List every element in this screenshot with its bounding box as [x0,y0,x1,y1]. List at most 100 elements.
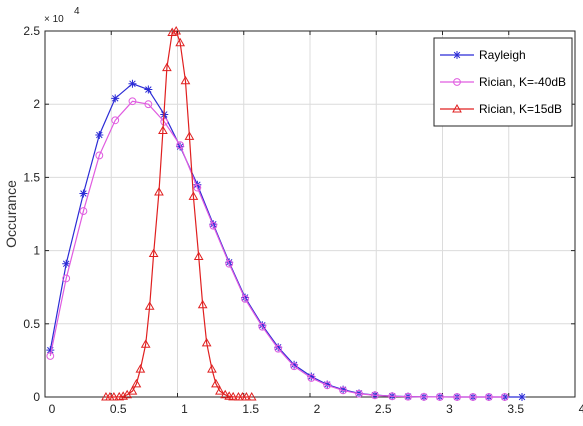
data-point [355,389,363,398]
y-tick-label: 1 [33,244,40,258]
data-point [79,207,88,215]
series-3 [101,25,257,401]
data-point [167,27,178,36]
legend-marker [453,78,461,86]
data-point [258,321,267,330]
y-exponent-power: 4 [74,6,80,17]
legend-marker [452,103,462,113]
data-point [95,151,104,160]
x-tick-label: 2.5 [375,402,392,416]
data-point [290,362,299,371]
data-point [135,364,146,373]
data-point [62,259,71,268]
x-tick-label: 0.5 [110,402,127,416]
data-point [127,386,138,395]
data-point [154,187,164,196]
data-point [225,259,234,268]
data-point [241,293,250,302]
legend-entry: Rayleigh [440,48,526,62]
data-point [228,391,239,401]
series-2 [46,97,509,401]
data-point [500,393,509,401]
data-point [323,381,332,390]
data-point [241,391,252,401]
data-point [131,378,142,388]
data-point [290,360,299,369]
data-point [388,392,397,401]
data-point [193,251,204,260]
data-point [128,79,137,88]
data-point [339,385,348,394]
data-point [46,346,55,355]
data-point [162,62,172,72]
data-point [274,344,283,353]
data-point [307,372,316,381]
data-point [46,352,55,360]
data-point [176,141,185,150]
legend-label: Rayleigh [479,48,526,62]
data-point [197,299,208,309]
data-point [79,189,88,198]
data-point [188,191,199,200]
data-point [118,391,129,400]
legend: Rayleigh Rician, K=-40dB Rician, K=15dB [433,37,573,127]
y-tick-label: 2 [33,97,40,111]
data-point [258,322,267,331]
data-point [274,343,283,352]
data-point [175,37,186,47]
data-point [323,380,332,389]
legend-entry: Rician, K=-40dB [440,75,566,89]
data-point [144,301,155,310]
data-point [435,393,444,401]
data-point [209,221,218,230]
data-point [339,386,348,395]
data-point [193,183,202,192]
y-exponent-base: × 10 [44,14,64,25]
series-layer [46,25,526,401]
data-point [469,393,477,401]
data-point [420,392,428,401]
axis-ticks: 0 0.5 1 1.5 2 2.5 3 3.5 4 0 0.5 1 1.5 2 2.5 [23,24,583,416]
data-point [128,97,137,106]
data-point [518,393,526,401]
y-exponent-label: × 10 4 [44,6,80,25]
data-point [148,248,159,258]
data-point [144,100,153,109]
x-tick-label: 3.5 [507,402,524,416]
data-point [109,391,119,401]
data-point [241,295,249,303]
x-tick-label: 2 [314,402,321,416]
y-tick-label: 2.5 [23,24,40,38]
y-tick-label: 0 [33,390,40,404]
data-point [207,364,217,373]
x-tick-label: 1 [181,402,188,416]
data-point [307,374,316,382]
data-point [453,393,461,401]
data-point [180,75,191,85]
data-point [246,391,257,401]
data-point [140,339,151,348]
legend-label: Rician, K=15dB [479,102,562,116]
data-point [158,125,168,135]
x-tick-label: 1.5 [242,402,259,416]
data-point [184,131,195,140]
y-axis-label: Occurance [3,180,19,248]
data-point [144,85,153,94]
series-line [49,100,505,398]
data-point [171,25,182,35]
data-point [111,116,120,125]
x-tick-label: 3 [446,402,453,416]
data-point [111,94,120,103]
data-point [201,337,212,347]
data-point [220,389,231,399]
data-point [95,130,104,139]
data-point [62,274,71,283]
x-tick-label: 0 [49,402,56,416]
legend-entry: Rician, K=15dB [440,102,562,116]
y-tick-label: 1.5 [23,170,40,184]
data-point [484,393,493,401]
y-tick-label: 0.5 [23,317,40,331]
data-point [371,391,379,400]
data-point [215,386,225,395]
